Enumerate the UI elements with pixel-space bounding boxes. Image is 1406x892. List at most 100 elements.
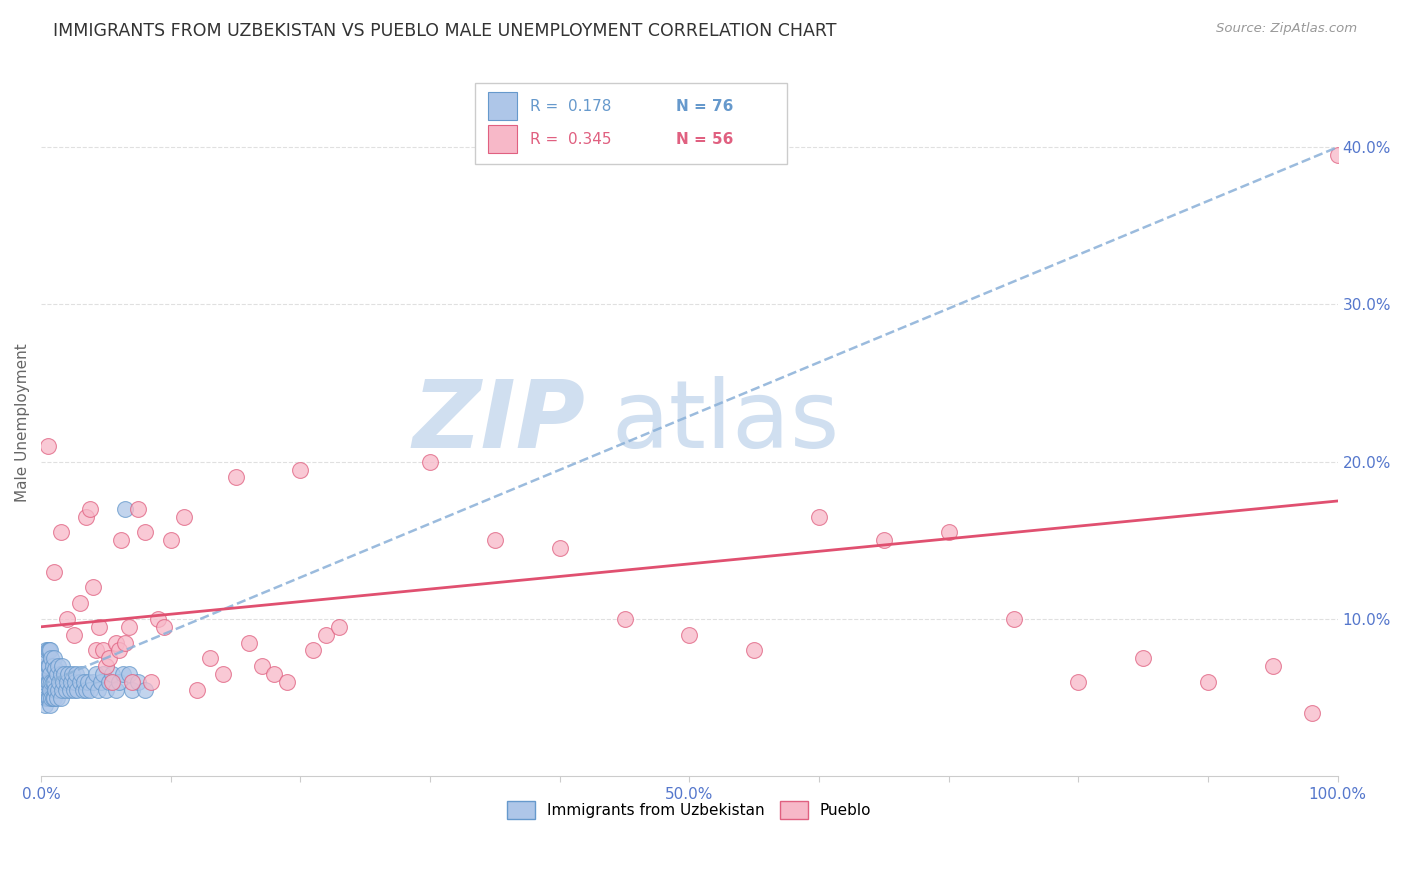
Point	[44, 662, 66, 676]
Point	[1002, 612, 1025, 626]
Point	[121, 682, 143, 697]
Point	[42, 674, 65, 689]
Point	[69, 596, 91, 610]
Point	[46, 659, 69, 673]
Point	[37, 674, 59, 689]
Point	[84, 667, 107, 681]
Point	[55, 682, 77, 697]
Legend: Immigrants from Uzbekistan, Pueblo: Immigrants from Uzbekistan, Pueblo	[502, 796, 877, 825]
Point	[290, 462, 312, 476]
Point	[114, 501, 136, 516]
Point	[82, 674, 104, 689]
Point	[1261, 659, 1284, 673]
Point	[31, 674, 53, 689]
Point	[263, 667, 285, 681]
Point	[42, 565, 65, 579]
Point	[1067, 674, 1090, 689]
Point	[34, 698, 56, 713]
Point	[70, 667, 93, 681]
Point	[105, 682, 128, 697]
Point	[938, 525, 960, 540]
Point	[60, 667, 83, 681]
Point	[56, 674, 79, 689]
Point	[1132, 651, 1154, 665]
Point	[82, 581, 104, 595]
Point	[108, 674, 131, 689]
Point	[198, 651, 221, 665]
Text: R =  0.178: R = 0.178	[530, 98, 612, 113]
Point	[39, 643, 62, 657]
Point	[118, 620, 141, 634]
Point	[51, 659, 73, 673]
Point	[111, 667, 134, 681]
Point	[87, 682, 110, 697]
Point	[134, 525, 156, 540]
Point	[59, 674, 82, 689]
Point	[69, 674, 91, 689]
Bar	[488, 125, 517, 153]
Point	[37, 439, 59, 453]
Text: atlas: atlas	[612, 376, 839, 468]
Point	[110, 533, 132, 548]
Point	[742, 643, 765, 657]
Point	[48, 674, 70, 689]
Point	[97, 651, 120, 665]
Point	[79, 501, 101, 516]
Point	[484, 533, 506, 548]
Point	[79, 682, 101, 697]
Point	[315, 627, 337, 641]
Point	[41, 674, 63, 689]
Point	[548, 541, 571, 556]
Point	[49, 525, 72, 540]
Point	[38, 674, 60, 689]
Point	[38, 643, 60, 657]
Point	[62, 682, 84, 697]
Point	[89, 620, 111, 634]
Point	[419, 455, 441, 469]
Point	[328, 620, 350, 634]
Point	[93, 643, 115, 657]
Point	[42, 690, 65, 705]
Point	[41, 651, 63, 665]
Point	[45, 667, 67, 681]
Point	[39, 667, 62, 681]
Point	[45, 690, 67, 705]
Text: N = 56: N = 56	[676, 132, 734, 147]
Point	[76, 674, 98, 689]
Point	[153, 620, 176, 634]
Point	[114, 635, 136, 649]
Point	[51, 682, 73, 697]
Point	[34, 674, 56, 689]
Point	[37, 690, 59, 705]
Point	[73, 674, 96, 689]
Point	[1301, 706, 1323, 721]
Point	[613, 612, 636, 626]
Point	[49, 667, 72, 681]
Point	[38, 659, 60, 673]
Point	[250, 659, 273, 673]
Point	[32, 659, 55, 673]
Point	[101, 674, 124, 689]
Point	[118, 667, 141, 681]
Point	[159, 533, 181, 548]
Point	[35, 667, 58, 681]
Point	[58, 667, 80, 681]
Bar	[488, 92, 517, 120]
Point	[225, 470, 247, 484]
Point	[39, 682, 62, 697]
Point	[121, 674, 143, 689]
Point	[127, 501, 149, 516]
Point	[42, 690, 65, 705]
Point	[76, 509, 98, 524]
Point	[1326, 148, 1348, 162]
Point	[37, 643, 59, 657]
Point	[72, 682, 94, 697]
Point	[173, 509, 195, 524]
Point	[32, 682, 55, 697]
Point	[873, 533, 896, 548]
Point	[42, 651, 65, 665]
Point	[62, 627, 84, 641]
Point	[34, 651, 56, 665]
Point	[808, 509, 831, 524]
Point	[42, 659, 65, 673]
